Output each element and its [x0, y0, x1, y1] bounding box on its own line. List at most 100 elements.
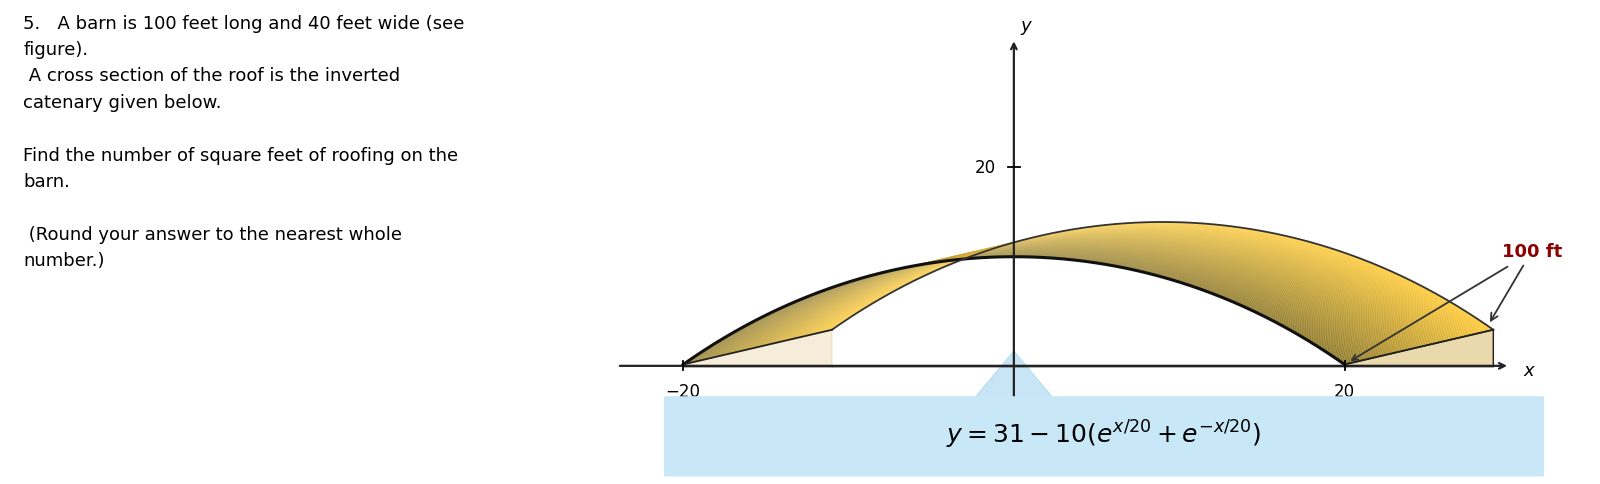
Text: x: x	[1523, 361, 1534, 379]
Polygon shape	[830, 223, 1493, 331]
Polygon shape	[824, 224, 1486, 332]
Polygon shape	[818, 226, 1482, 333]
Polygon shape	[709, 251, 1371, 359]
Polygon shape	[733, 245, 1395, 353]
Polygon shape	[686, 256, 1349, 364]
Polygon shape	[806, 228, 1469, 336]
Polygon shape	[814, 227, 1477, 334]
Polygon shape	[771, 236, 1434, 344]
Text: 100 ft: 100 ft	[1491, 243, 1562, 321]
Polygon shape	[763, 239, 1426, 346]
Polygon shape	[779, 234, 1443, 342]
Polygon shape	[757, 240, 1419, 348]
Polygon shape	[685, 257, 1347, 364]
Polygon shape	[752, 241, 1414, 349]
Polygon shape	[803, 229, 1466, 337]
Polygon shape	[722, 248, 1384, 356]
Polygon shape	[774, 236, 1437, 343]
Polygon shape	[813, 227, 1475, 334]
Polygon shape	[829, 223, 1491, 331]
Polygon shape	[707, 251, 1370, 359]
Polygon shape	[786, 233, 1448, 341]
Polygon shape	[747, 242, 1410, 350]
Polygon shape	[778, 235, 1440, 343]
Polygon shape	[800, 230, 1462, 337]
Polygon shape	[731, 246, 1394, 353]
Polygon shape	[704, 252, 1366, 360]
Polygon shape	[824, 224, 1486, 332]
Polygon shape	[742, 243, 1405, 351]
FancyBboxPatch shape	[656, 396, 1554, 477]
Polygon shape	[797, 230, 1459, 338]
Polygon shape	[736, 245, 1398, 352]
Polygon shape	[701, 253, 1363, 361]
Polygon shape	[754, 241, 1416, 348]
Polygon shape	[765, 238, 1427, 346]
Polygon shape	[805, 228, 1467, 336]
Polygon shape	[694, 254, 1357, 362]
Polygon shape	[688, 256, 1350, 363]
Polygon shape	[773, 236, 1435, 344]
Text: y: y	[1021, 16, 1030, 34]
Polygon shape	[939, 351, 1088, 440]
Text: 20: 20	[1334, 382, 1355, 400]
Polygon shape	[758, 240, 1421, 348]
Polygon shape	[739, 244, 1402, 352]
Polygon shape	[710, 251, 1373, 358]
Polygon shape	[696, 254, 1358, 362]
Polygon shape	[787, 233, 1450, 340]
Polygon shape	[763, 238, 1426, 346]
Polygon shape	[808, 228, 1470, 336]
Polygon shape	[1344, 330, 1493, 366]
Polygon shape	[698, 254, 1360, 361]
Polygon shape	[822, 225, 1485, 333]
Polygon shape	[730, 246, 1392, 354]
Polygon shape	[707, 251, 1371, 359]
Polygon shape	[725, 247, 1387, 355]
Polygon shape	[790, 232, 1454, 340]
Polygon shape	[699, 253, 1362, 361]
Polygon shape	[795, 231, 1458, 339]
Polygon shape	[693, 255, 1355, 363]
Polygon shape	[786, 233, 1448, 341]
Polygon shape	[808, 228, 1470, 335]
Polygon shape	[790, 232, 1453, 340]
Polygon shape	[770, 237, 1432, 345]
Polygon shape	[691, 255, 1355, 363]
Polygon shape	[779, 235, 1442, 343]
Polygon shape	[698, 254, 1360, 362]
Text: 20: 20	[974, 159, 995, 177]
Polygon shape	[746, 242, 1408, 350]
Polygon shape	[683, 330, 832, 366]
Polygon shape	[750, 242, 1413, 349]
Polygon shape	[774, 236, 1437, 344]
Polygon shape	[797, 230, 1459, 338]
Polygon shape	[818, 226, 1480, 333]
Polygon shape	[821, 225, 1483, 333]
Polygon shape	[730, 246, 1394, 354]
Polygon shape	[827, 224, 1490, 331]
Polygon shape	[718, 249, 1381, 357]
Polygon shape	[760, 239, 1422, 347]
Polygon shape	[749, 242, 1411, 349]
Polygon shape	[776, 235, 1438, 343]
Polygon shape	[723, 248, 1386, 355]
Polygon shape	[725, 247, 1387, 355]
Polygon shape	[802, 229, 1464, 337]
Polygon shape	[736, 244, 1398, 352]
Polygon shape	[816, 226, 1478, 334]
Polygon shape	[691, 255, 1354, 363]
Polygon shape	[715, 249, 1378, 357]
Polygon shape	[726, 247, 1389, 355]
Polygon shape	[811, 227, 1474, 335]
Polygon shape	[690, 256, 1352, 363]
Polygon shape	[718, 248, 1382, 356]
Polygon shape	[826, 224, 1488, 332]
Polygon shape	[741, 243, 1403, 351]
Polygon shape	[734, 245, 1397, 353]
Polygon shape	[782, 234, 1445, 342]
Text: −20: −20	[666, 382, 701, 400]
Polygon shape	[792, 231, 1454, 339]
Polygon shape	[810, 227, 1472, 335]
Polygon shape	[744, 243, 1406, 350]
